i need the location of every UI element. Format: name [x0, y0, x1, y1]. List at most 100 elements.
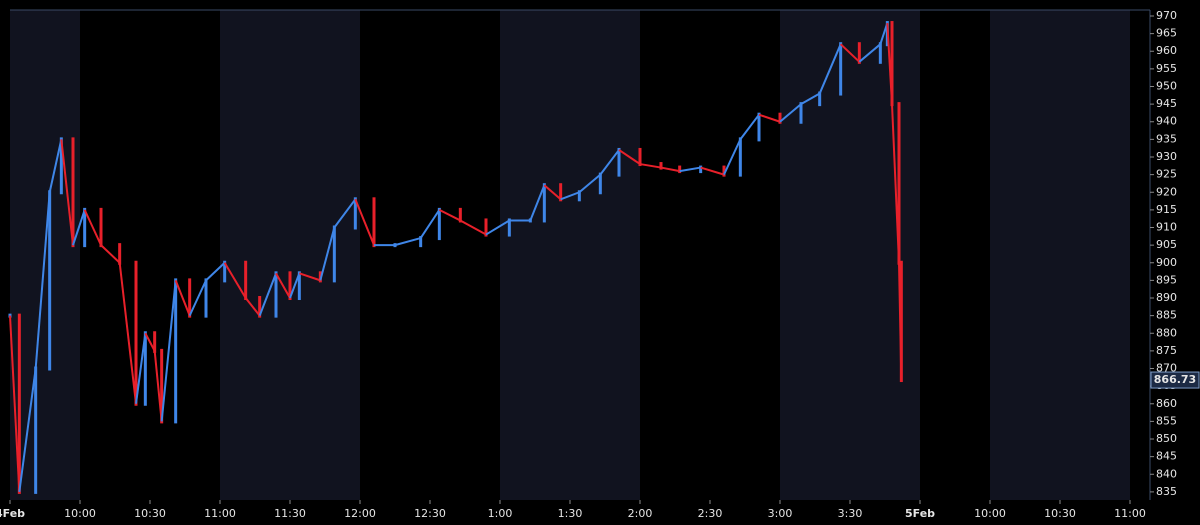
- price-move: [779, 103, 802, 123]
- session-band: [570, 10, 640, 500]
- price-move: [83, 209, 102, 246]
- price-bar: [34, 366, 38, 494]
- price-move: [60, 139, 74, 246]
- y-tick-label: 915: [1156, 203, 1177, 216]
- price-bar: [134, 260, 138, 406]
- last-price-label: 866.73: [1154, 373, 1196, 386]
- x-tick-label: 10:30: [134, 507, 166, 520]
- price-bar: [757, 112, 761, 142]
- price-bar: [59, 137, 63, 195]
- x-tick-label: 5Feb: [905, 507, 935, 520]
- y-tick-label: 850: [1156, 432, 1177, 445]
- price-bar: [372, 197, 376, 248]
- price-bar: [204, 278, 208, 318]
- y-tick-label: 860: [1156, 397, 1177, 410]
- session-band: [1060, 10, 1130, 500]
- y-tick-label: 870: [1156, 362, 1177, 375]
- price-bar: [297, 271, 301, 301]
- price-bar: [659, 162, 663, 170]
- price-move: [839, 43, 861, 63]
- price-bar: [617, 147, 621, 177]
- y-tick-label: 940: [1156, 115, 1177, 128]
- session-band: [290, 10, 360, 500]
- price-move: [100, 244, 121, 264]
- x-tick-label: 2:30: [698, 507, 723, 520]
- price-bar: [559, 183, 563, 202]
- price-bar: [174, 278, 178, 424]
- price-move: [244, 297, 261, 317]
- y-tick-label: 920: [1156, 185, 1177, 198]
- price-move: [639, 163, 662, 169]
- price-move: [818, 43, 842, 94]
- price-bar: [48, 190, 52, 371]
- session-band: [220, 10, 290, 500]
- price-bar: [71, 137, 75, 248]
- session-band: [780, 10, 850, 500]
- price-bar: [99, 207, 103, 248]
- price-bar: [799, 102, 803, 124]
- price-move: [739, 114, 760, 140]
- session-band: [850, 10, 920, 500]
- price-bar: [577, 190, 581, 202]
- price-bar: [188, 278, 192, 318]
- x-tick-label: 10:00: [974, 507, 1006, 520]
- price-bar: [258, 296, 262, 318]
- price-bar: [890, 21, 894, 107]
- price-bar: [542, 183, 546, 223]
- price-move: [758, 113, 781, 123]
- price-bar: [722, 165, 726, 177]
- price-bar: [507, 218, 511, 237]
- y-tick-label: 840: [1156, 467, 1177, 480]
- y-tick-label: 930: [1156, 150, 1177, 163]
- y-tick-label: 900: [1156, 256, 1177, 269]
- price-bar: [899, 260, 903, 383]
- y-tick-label: 935: [1156, 132, 1177, 145]
- last-price-box: [1150, 371, 1200, 389]
- y-tick-label: 945: [1156, 97, 1177, 110]
- y-tick-label: 885: [1156, 309, 1177, 322]
- y-tick-label: 955: [1156, 62, 1177, 75]
- price-move: [723, 138, 742, 176]
- price-move: [258, 272, 277, 316]
- price-move: [394, 237, 421, 247]
- price-bar: [458, 207, 462, 223]
- price-move: [333, 198, 357, 229]
- price-move: [188, 279, 207, 317]
- price-move: [599, 149, 620, 176]
- x-tick-label: 3:30: [838, 507, 863, 520]
- price-move: [34, 192, 51, 369]
- price-bar: [778, 112, 782, 124]
- price-bar: [678, 165, 682, 174]
- price-move: [289, 272, 301, 299]
- price-move: [560, 191, 580, 201]
- price-bar: [83, 207, 87, 248]
- price-bar: [897, 102, 901, 265]
- price-bar: [839, 42, 843, 96]
- price-bar: [274, 271, 278, 318]
- price-bar: [353, 197, 357, 230]
- price-bar: [143, 331, 147, 406]
- price-bar: [878, 42, 882, 64]
- price-move: [618, 149, 641, 165]
- price-bar: [160, 348, 164, 424]
- price-bar: [118, 243, 122, 265]
- session-band: [990, 10, 1060, 500]
- y-tick-label: 845: [1156, 450, 1177, 463]
- price-bar: [288, 271, 292, 301]
- y-tick-label: 905: [1156, 238, 1177, 251]
- price-move: [700, 166, 725, 176]
- price-move: [660, 166, 680, 173]
- x-tick-label: 1:00: [488, 507, 513, 520]
- price-move: [135, 333, 147, 404]
- price-bar: [223, 260, 227, 283]
- price-bar: [419, 236, 423, 248]
- price-bar: [738, 137, 742, 177]
- price-move: [419, 209, 441, 239]
- price-bar: [598, 172, 602, 195]
- x-tick-label: 10:00: [64, 507, 96, 520]
- y-tick-label: 950: [1156, 79, 1177, 92]
- price-move: [485, 219, 510, 236]
- price-move: [205, 262, 226, 282]
- price-bar: [699, 165, 703, 174]
- price-move: [858, 43, 881, 63]
